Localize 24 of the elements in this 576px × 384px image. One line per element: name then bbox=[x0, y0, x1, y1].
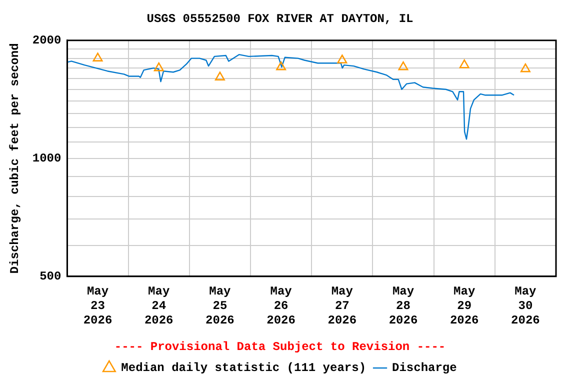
x-tick-label: May 30 2026 bbox=[511, 284, 540, 328]
point bbox=[459, 59, 470, 68]
point bbox=[214, 72, 225, 80]
x-tick-label: May 28 2026 bbox=[388, 284, 418, 328]
x-tick-label: May 26 2026 bbox=[266, 284, 296, 328]
y-axis-title: Discharge, cubic feet per second bbox=[8, 43, 22, 274]
text: ---- Provisional Data Subject to Revision ---- bbox=[114, 340, 446, 354]
point bbox=[520, 63, 530, 72]
x-tick-label: May 29 2026 bbox=[450, 284, 479, 328]
x-tick-label: May 23 2026 bbox=[83, 284, 112, 328]
y-tick-label: 500 bbox=[40, 269, 62, 284]
point bbox=[337, 54, 348, 64]
point bbox=[154, 62, 164, 72]
x-tick-label: May 24 2026 bbox=[144, 284, 174, 328]
point bbox=[398, 61, 408, 70]
y-tick-label: 2000 bbox=[32, 33, 62, 48]
x-tick-label: May 25 2026 bbox=[206, 284, 234, 328]
x-tick-label: May 27 2026 bbox=[328, 284, 357, 328]
point bbox=[276, 61, 286, 70]
legend-label: Discharge bbox=[392, 361, 457, 376]
y-tick-label: 1000 bbox=[32, 151, 62, 166]
legend-label: Median daily statistic (111 years) bbox=[121, 361, 366, 376]
chart-title: USGS 05552500 FOX RIVER AT DAYTON, IL bbox=[146, 12, 414, 26]
point bbox=[92, 52, 103, 62]
